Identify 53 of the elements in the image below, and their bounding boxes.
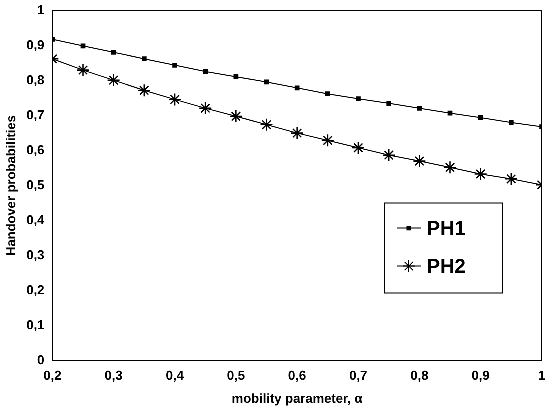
- point: [198, 102, 212, 116]
- point: [111, 50, 116, 55]
- y-tick-label: 0,3: [26, 247, 45, 262]
- point: [326, 92, 330, 97]
- y-tick-label: 0,6: [26, 142, 45, 158]
- y-tick-label: 1: [37, 2, 45, 18]
- y-tick-label: 0,2: [26, 282, 45, 298]
- point: [234, 74, 239, 80]
- y-tick-label: 0,1: [26, 317, 45, 332]
- x-tick-label: 0,9: [472, 368, 490, 384]
- point: [509, 120, 514, 126]
- legend-label: PH2: [427, 256, 466, 278]
- x-tick-label: 0,3: [104, 368, 123, 384]
- y-tick-label: 0,4: [26, 212, 46, 228]
- point: [448, 110, 453, 116]
- y-tick-label: 0: [37, 352, 45, 368]
- x-tick-label: 0,6: [288, 368, 306, 384]
- point: [172, 62, 178, 68]
- point: [474, 168, 488, 181]
- point: [417, 106, 422, 111]
- point: [203, 69, 208, 74]
- x-axis-title: mobility parameter, α: [232, 390, 363, 406]
- point: [107, 74, 120, 88]
- point: [413, 154, 426, 168]
- y-tick-label: 0,8: [26, 72, 45, 88]
- point: [290, 126, 304, 140]
- point: [352, 141, 366, 155]
- x-tick-label: 1: [538, 368, 546, 384]
- point: [76, 64, 90, 77]
- point: [382, 148, 396, 162]
- point: [478, 115, 484, 120]
- point: [321, 134, 335, 148]
- point: [230, 110, 243, 124]
- legend-label: PH1: [427, 218, 466, 240]
- point: [264, 80, 270, 85]
- point: [142, 56, 147, 62]
- y-axis-title: Handover probabilities: [3, 115, 18, 256]
- x-tick-label: 0,5: [227, 368, 246, 384]
- point: [260, 118, 274, 132]
- y-tick-label: 0,7: [26, 107, 45, 122]
- x-tick-label: 0,8: [410, 368, 429, 384]
- point: [356, 96, 361, 102]
- point: [168, 93, 182, 106]
- y-tick-label: 0,5: [26, 177, 45, 192]
- x-tick-label: 0,4: [166, 368, 185, 384]
- point: [138, 84, 152, 98]
- point: [80, 44, 86, 49]
- point: [294, 86, 300, 91]
- point: [444, 160, 457, 174]
- point: [504, 172, 518, 186]
- point: [386, 101, 392, 106]
- x-tick-label: 0,7: [349, 368, 368, 384]
- y-tick-label: 0,9: [26, 37, 45, 52]
